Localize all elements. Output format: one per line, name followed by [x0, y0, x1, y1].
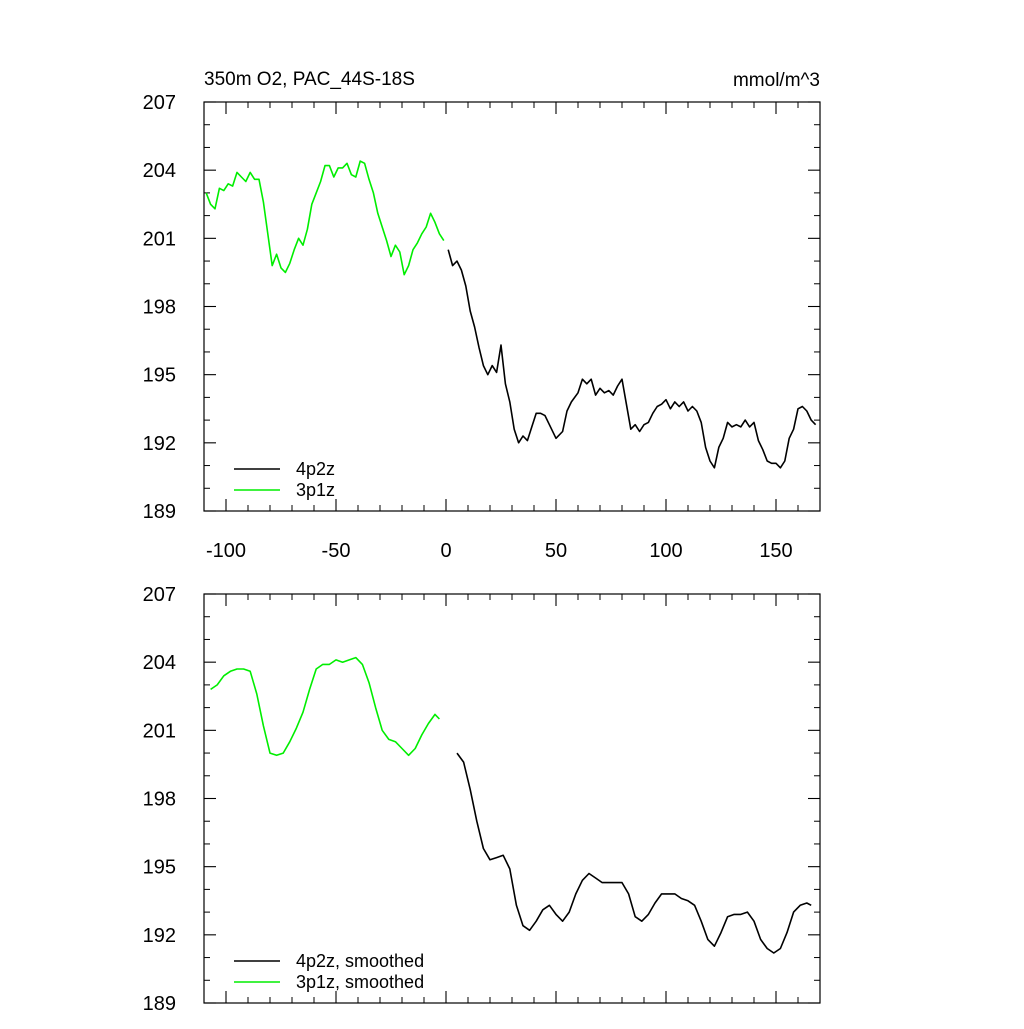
bottom-y-tick-label: 198 [143, 789, 176, 811]
top-x-tick-label: 50 [545, 540, 567, 562]
bottom-y-tick-label: 201 [143, 720, 176, 742]
bottom-series-line-4p2z-smoothed [456, 752, 812, 954]
top-series-line-4p2z [447, 249, 817, 469]
top-series-line-3p1z [205, 160, 445, 276]
top-x-tick-label: 150 [759, 540, 792, 562]
top-y-tick-label: 207 [143, 92, 176, 114]
bottom-series-line-3p1z-smoothed [210, 656, 440, 757]
bottom-legend-label: 3p1z, smoothed [296, 972, 424, 992]
bottom-legend-label: 4p2z, smoothed [296, 951, 424, 971]
top-y-tick-label: 192 [143, 433, 176, 455]
top-x-tick-label: -50 [322, 540, 351, 562]
bottom-panel: 189 192 195 198 201 204 207 4p2z, smoothed3p1z,… [143, 584, 821, 1015]
top-panel-units: mmol/m^3 [733, 70, 820, 91]
bottom-y-tick-label: 195 [143, 857, 176, 879]
top-legend-label: 4p2z [296, 459, 335, 479]
top-x-tick-label: 100 [649, 540, 682, 562]
top-x-tick-label: -100 [206, 540, 246, 562]
bottom-y-tick-label: 192 [143, 925, 176, 947]
top-y-tick-label: 201 [143, 228, 176, 250]
top-panel: 350m O2, PAC_44S-18S mmol/m^3 189 192 195 1… [143, 69, 821, 562]
bottom-y-tick-label: 207 [143, 584, 176, 606]
top-y-tick-label: 189 [143, 501, 176, 523]
top-y-tick-label: 198 [143, 297, 176, 319]
top-legend-label: 3p1z [296, 480, 335, 500]
top-y-tick-label: 195 [143, 365, 176, 387]
top-panel-title: 350m O2, PAC_44S-18S [204, 69, 415, 90]
top-x-tick-label: 0 [440, 540, 451, 562]
bottom-y-tick-label: 204 [143, 652, 176, 674]
bottom-y-tick-label: 189 [143, 993, 176, 1015]
top-y-tick-label: 204 [143, 160, 176, 182]
